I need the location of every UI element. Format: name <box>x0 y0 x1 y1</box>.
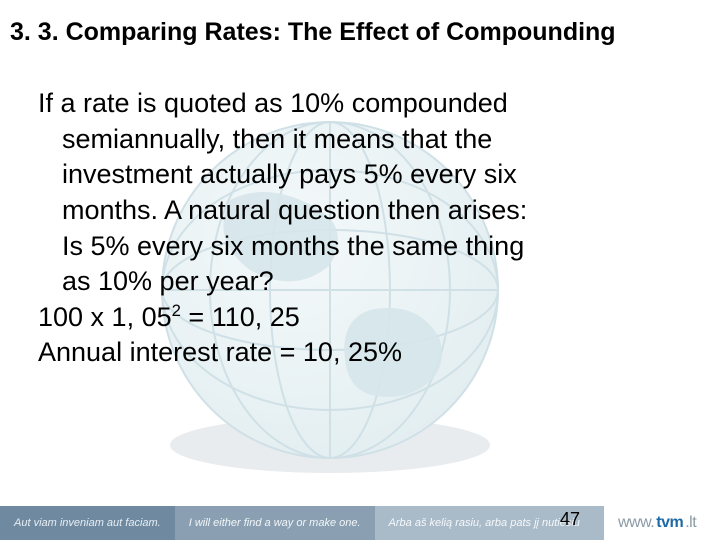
footer-quote-english: I will either find a way or make one. <box>175 506 375 540</box>
logo-bold: tvm <box>656 514 683 532</box>
body-line: If a rate is quoted as 10% compounded <box>38 88 508 118</box>
section-title: 3. 3. Comparing Rates: The Effect of Com… <box>10 18 710 47</box>
footer-logo: www.tvm.lt <box>604 506 720 540</box>
body-line: Is 5% every six months the same thing <box>62 231 524 261</box>
body-line: semiannually, then it means that the <box>62 124 492 154</box>
footer-bar: Aut viam inveniam aut faciam. I will eit… <box>0 506 720 540</box>
annual-rate-line: Annual interest rate = 10, 25% <box>38 335 680 371</box>
formula-line: 100 x 1, 052 = 110, 25 <box>38 300 680 336</box>
logo-prefix: www. <box>618 514 654 532</box>
formula-base: 100 x 1, 05 <box>38 302 172 332</box>
formula-exponent: 2 <box>172 301 181 320</box>
footer-quote-latin: Aut viam inveniam aut faciam. <box>0 506 175 540</box>
body-line: months. A natural question then arises: <box>62 195 527 225</box>
page-number: 47 <box>560 509 580 530</box>
body-line: investment actually pays 5% every six <box>62 159 517 189</box>
body-text: If a rate is quoted as 10% compounded se… <box>38 86 680 371</box>
formula-result: = 110, 25 <box>181 302 300 332</box>
logo-suffix: .lt <box>685 514 696 532</box>
body-line: as 10% per year? <box>62 266 274 296</box>
